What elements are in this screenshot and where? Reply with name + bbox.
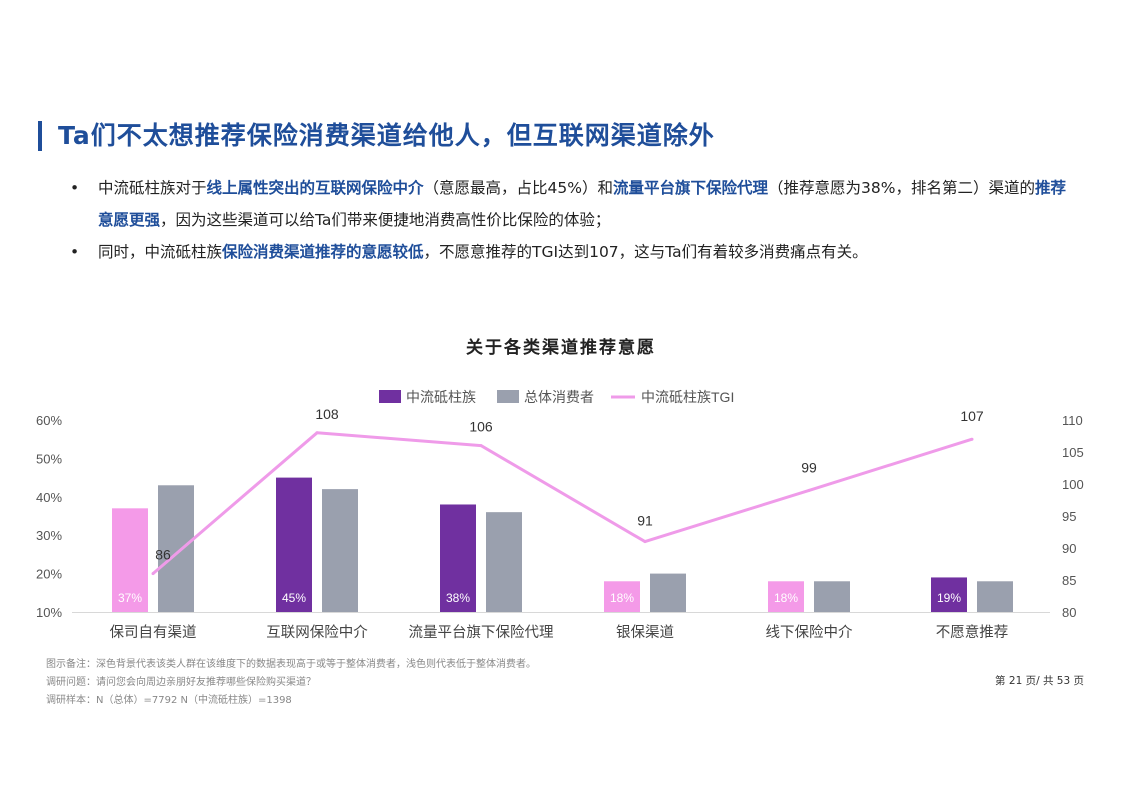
bar-value-label: 45%	[282, 591, 306, 605]
page-title: Ta们不太想推荐保险消费渠道给他人，但互联网渠道除外	[58, 121, 715, 150]
footnote-survey-question: 调研问题：请问您会向周边亲朋好友推荐哪些保险购买渠道？	[46, 677, 316, 688]
footnote-legend-note: 图示备注：深色背景代表该类人群在该维度下的数据表现高于或等于整体消费者，浅色则代…	[46, 659, 536, 670]
bullet-text-1-part-3: （意愿最高，占比45%）和	[423, 179, 613, 197]
tgi-point-1	[315, 431, 319, 435]
bullet-highlight-traffic-platform: 流量平台旗下保险代理	[612, 179, 768, 197]
bar-total-5	[977, 581, 1013, 612]
y-right-tick-label: 100	[1062, 477, 1084, 492]
bar-total-1	[322, 489, 358, 612]
bullet-text-2-part-1: 同时，中流砥柱族	[98, 243, 223, 261]
y-right-tick-label: 80	[1062, 605, 1076, 620]
bar-zhongliu-4	[768, 581, 804, 612]
bullet-highlight-stronger-willingness: 推荐意愿更强	[98, 179, 1066, 229]
legend-label-total: 总体消费者	[524, 389, 594, 405]
x-category-label: 流量平台旗下保险代理	[409, 624, 554, 641]
legend-label-tgi: 中流砥柱族TGI	[641, 389, 734, 405]
bullet-item-2: • 同时，中流砥柱族保险消费渠道推荐的意愿较低，不愿意推荐的TGI达到107，这…	[66, 236, 1076, 268]
tgi-value-label: 86	[155, 547, 171, 563]
bar-total-3	[650, 573, 686, 612]
y-right-tick-label: 95	[1062, 509, 1076, 524]
y-right-tick-label: 110	[1062, 413, 1083, 428]
bullet-text-1-part-1: 中流砥柱族对于	[98, 179, 207, 197]
bar-value-label: 37%	[118, 591, 142, 605]
bullet-item-1: • 中流砥柱族对于线上属性突出的互联网保险中介（意愿最高，占比45%）和流量平台…	[66, 172, 1076, 236]
legend-label-zhongliu: 中流砥柱族	[406, 389, 476, 405]
y-left-tick-label: 40%	[36, 490, 62, 505]
bar-total-0	[158, 485, 194, 612]
bar-total-2	[486, 512, 522, 612]
tgi-value-label: 91	[637, 513, 653, 529]
legend-swatch-zhongliu	[379, 390, 401, 403]
y-left-tick-label: 20%	[36, 567, 62, 582]
tgi-point-3	[643, 540, 647, 544]
bar-value-label: 18%	[610, 591, 634, 605]
tgi-point-5	[970, 437, 974, 441]
bar-zhongliu-1	[276, 477, 312, 612]
y-right-tick-label: 85	[1062, 573, 1076, 588]
tgi-point-4	[807, 488, 811, 492]
channel-recommendation-chart: 10% 20% 30% 40% 50% 60% 80 85 90 95 100 105 110 37% 保司…	[36, 389, 1084, 641]
x-category-label: 互联网保险中介	[266, 624, 368, 641]
tgi-point-2	[479, 444, 483, 448]
bullet-text-1-part-7: ，因为这些渠道可以给Ta们带来便捷地消费高性价比保险的体验；	[160, 211, 611, 229]
bar-value-label: 18%	[774, 591, 798, 605]
bar-zhongliu-3	[604, 581, 640, 612]
bullet-text-2-part-3: ，不愿意推荐的TGI达到107，这与Ta们有着较多消费痛点有关。	[423, 243, 868, 261]
footnote-sample-size: 调研样本：N（总体）=7792 N（中流砥柱族）=1398	[46, 695, 292, 706]
bullet-list: • 中流砥柱族对于线上属性突出的互联网保险中介（意愿最高，占比45%）和流量平台…	[66, 172, 1076, 268]
y-right-tick-label: 90	[1062, 541, 1076, 556]
y-left-tick-label: 30%	[36, 528, 62, 543]
bar-value-label: 38%	[446, 591, 470, 605]
title-accent-bar	[38, 121, 42, 151]
bullet-highlight-internet-intermediary: 线上属性突出的互联网保险中介	[206, 179, 424, 197]
tgi-value-label: 106	[469, 419, 493, 435]
bullet-dot: •	[70, 243, 80, 261]
tgi-point-0	[151, 572, 155, 576]
x-category-label: 线下保险中介	[766, 624, 853, 641]
legend-swatch-total	[497, 390, 519, 403]
x-category-label: 不愿意推荐	[936, 623, 1009, 641]
bar-total-4	[814, 581, 850, 612]
y-left-tick-label: 10%	[36, 605, 62, 620]
footnotes: 图示备注：深色背景代表该类人群在该维度下的数据表现高于或等于整体消费者，浅色则代…	[46, 656, 536, 710]
y-left-tick-label: 50%	[36, 451, 62, 466]
bullet-text-1-part-5: （推荐意愿为38%，排名第二）渠道的	[768, 179, 1035, 197]
bar-zhongliu-5	[931, 577, 967, 612]
bullet-highlight-low-willingness: 保险消费渠道推荐的意愿较低	[222, 243, 424, 261]
x-category-label: 保司自有渠道	[110, 624, 197, 641]
tgi-value-label: 108	[315, 406, 339, 422]
y-left-tick-label: 60%	[36, 413, 62, 428]
x-category-label: 银保渠道	[616, 624, 674, 641]
page-number: 第 21 页/ 共 53 页	[995, 675, 1084, 687]
bar-value-label: 19%	[937, 591, 961, 605]
tgi-value-label: 99	[801, 459, 817, 475]
bar-zhongliu-0	[112, 508, 148, 612]
chart-title: 关于各类渠道推荐意愿	[466, 338, 656, 358]
tgi-line	[152, 431, 973, 575]
bullet-dot: •	[70, 179, 80, 197]
tgi-value-label: 107	[960, 408, 984, 424]
bar-zhongliu-2	[440, 504, 476, 612]
y-right-tick-label: 105	[1062, 445, 1084, 460]
